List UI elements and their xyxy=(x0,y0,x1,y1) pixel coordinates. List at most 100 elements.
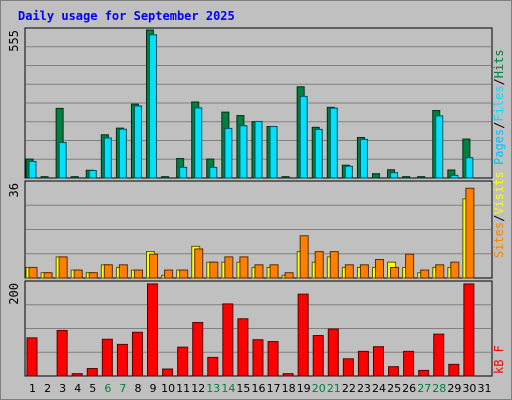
files-bar xyxy=(88,170,97,179)
sites-bar xyxy=(164,269,174,279)
files-bar xyxy=(269,126,278,179)
files-bar xyxy=(149,34,158,179)
kbytes-bar xyxy=(327,328,339,377)
x-tick-label: 3 xyxy=(59,382,66,395)
files-bar xyxy=(28,160,37,179)
sites-bar xyxy=(329,251,339,279)
kbytes-bar xyxy=(282,373,294,377)
legend-sites-visits: Sites/Visits xyxy=(492,171,506,258)
kbytes-bar xyxy=(71,373,83,377)
hits-bar xyxy=(417,176,426,179)
x-tick-label: 26 xyxy=(402,382,416,395)
x-tick-label: 24 xyxy=(372,382,386,395)
x-tick-label: 22 xyxy=(342,382,356,395)
sites-bar xyxy=(179,269,189,279)
files-bar xyxy=(209,166,218,179)
sites-bar xyxy=(390,266,400,279)
x-tick-label: 10 xyxy=(161,382,175,395)
sites-bar xyxy=(450,261,460,279)
files-bar xyxy=(450,174,459,179)
x-tick-label: 8 xyxy=(134,382,141,395)
kbytes-bar xyxy=(86,368,98,377)
hits-bar xyxy=(40,176,49,179)
files-bar xyxy=(359,138,368,179)
sites-bar xyxy=(405,253,415,279)
x-tick-label: 28 xyxy=(432,382,446,395)
kbytes-bar xyxy=(433,333,445,377)
y-max-label: 200 xyxy=(7,283,21,305)
sites-bar xyxy=(118,264,128,279)
kbytes-bar xyxy=(116,343,128,377)
x-tick-label: 18 xyxy=(282,382,296,395)
sites-bar xyxy=(435,264,445,279)
kbytes-bar xyxy=(403,350,415,377)
files-bar xyxy=(103,137,112,179)
x-tick-label: 21 xyxy=(327,382,341,395)
kbytes-bar xyxy=(207,356,219,377)
x-tick-label: 29 xyxy=(447,382,461,395)
x-tick-label: 11 xyxy=(176,382,190,395)
kbytes-bar xyxy=(192,322,204,377)
files-bar xyxy=(118,128,127,179)
kbytes-bar xyxy=(312,335,324,377)
sites-bar xyxy=(420,269,430,279)
y-max-label: 555 xyxy=(7,30,21,52)
kbytes-bar xyxy=(56,329,68,377)
kbytes-bar xyxy=(131,331,143,377)
sites-bar xyxy=(28,266,38,279)
hits-bar xyxy=(402,176,411,179)
legend-kbytes: kB F xyxy=(492,345,506,374)
kbytes-bar xyxy=(372,346,384,377)
x-tick-label: 2 xyxy=(44,382,51,395)
kbytes-bar xyxy=(267,341,279,377)
x-tick-label: 6 xyxy=(104,382,111,395)
files-bar xyxy=(239,125,248,179)
sites-bar xyxy=(344,264,354,279)
x-tick-label: 19 xyxy=(297,382,311,395)
x-tick-label: 31 xyxy=(477,382,491,395)
kbytes-bar xyxy=(222,303,234,377)
files-bar xyxy=(390,172,399,179)
sites-bar xyxy=(314,251,324,279)
kbytes-bar xyxy=(237,318,249,377)
files-bar xyxy=(344,165,353,179)
sites-bar xyxy=(374,259,384,279)
hits-bar xyxy=(281,176,290,179)
sites-bar xyxy=(224,256,234,279)
sites-bar xyxy=(43,272,53,279)
kbytes-bar xyxy=(418,369,430,377)
kbytes-bar xyxy=(26,337,38,377)
legend-pages-files-hits: Pages/Files/Hits xyxy=(492,49,506,165)
kbytes-bar xyxy=(252,339,264,377)
kbytes-bar xyxy=(357,350,369,377)
x-tick-label: 1 xyxy=(29,382,36,395)
sites-bar xyxy=(465,187,475,279)
sites-bar xyxy=(133,269,143,279)
sites-bar xyxy=(269,264,279,279)
x-tick-label: 16 xyxy=(252,382,266,395)
sites-bar xyxy=(359,264,369,279)
hits-bar xyxy=(70,176,79,179)
files-bar xyxy=(194,107,203,179)
kbytes-bar xyxy=(177,346,189,377)
sites-bar xyxy=(73,269,83,279)
files-bar xyxy=(224,127,233,179)
hits-bar xyxy=(161,176,170,179)
x-tick-label: 13 xyxy=(206,382,220,395)
x-tick-label: 7 xyxy=(119,382,126,395)
kbytes-bar xyxy=(162,368,174,377)
sites-bar xyxy=(284,272,294,279)
chart-title: Daily usage for September 2025 xyxy=(18,9,235,23)
sites-bar xyxy=(239,256,249,279)
sites-bar xyxy=(194,248,204,279)
x-tick-label: 25 xyxy=(387,382,401,395)
x-tick-label: 20 xyxy=(312,382,326,395)
sites-bar xyxy=(209,261,219,279)
sites-bar xyxy=(149,253,159,279)
x-tick-label: 30 xyxy=(462,382,476,395)
x-tick-label: 27 xyxy=(417,382,431,395)
x-tick-label: 17 xyxy=(267,382,281,395)
x-tick-label: 15 xyxy=(236,382,250,395)
kbytes-bar xyxy=(147,283,159,377)
